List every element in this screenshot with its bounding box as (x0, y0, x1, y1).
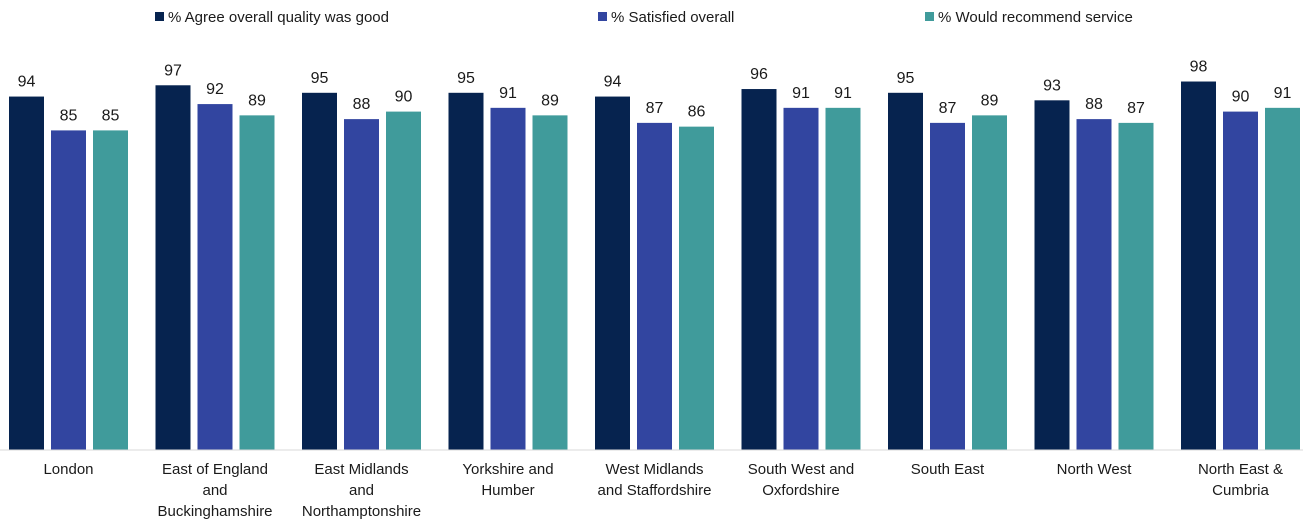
category-label-london: London (43, 461, 93, 478)
category-label-yorkshire-and-humber: Yorkshire and Humber (462, 461, 553, 499)
bar-north-west-satisfied-overall (1076, 119, 1112, 451)
value-label-north-east-and-cumbria-would-recommend-service: 91 (1274, 85, 1292, 102)
value-label-north-east-and-cumbria-satisfied-overall: 90 (1232, 89, 1250, 106)
value-label-south-west-and-oxfordshire-satisfied-overall: 91 (792, 85, 810, 102)
bar-north-west-would-recommend-service (1118, 122, 1154, 450)
bar-south-west-and-oxfordshire-satisfied-overall (783, 107, 819, 450)
value-label-west-midlands-and-staffordshire-agree-overall-quality-was-good: 94 (604, 74, 622, 91)
bar-london-agree-overall-quality-was-good (9, 96, 44, 450)
bar-yorkshire-and-humber-agree-overall-quality-was-good (448, 92, 484, 451)
value-label-east-midlands-and-northamptonshire-satisfied-overall: 88 (353, 96, 371, 113)
value-label-east-of-england-and-buckinghamshire-agree-overall-quality-was-good: 97 (164, 62, 182, 79)
bar-yorkshire-and-humber-would-recommend-service (532, 115, 568, 451)
value-label-london-would-recommend-service: 85 (102, 107, 120, 124)
bar-east-midlands-and-northamptonshire-satisfied-overall (344, 119, 379, 451)
bar-north-east-and-cumbria-agree-overall-quality-was-good (1181, 81, 1216, 451)
value-label-north-west-would-recommend-service: 87 (1127, 100, 1145, 117)
value-label-west-midlands-and-staffordshire-satisfied-overall: 87 (646, 100, 664, 117)
bar-east-of-england-and-buckinghamshire-agree-overall-quality-was-good (155, 85, 191, 450)
value-label-south-west-and-oxfordshire-agree-overall-quality-was-good: 96 (750, 66, 768, 83)
bar-yorkshire-and-humber-satisfied-overall (490, 107, 526, 450)
value-label-north-west-agree-overall-quality-was-good: 93 (1043, 77, 1061, 94)
bar-west-midlands-and-staffordshire-agree-overall-quality-was-good (595, 96, 630, 450)
bar-east-midlands-and-northamptonshire-would-recommend-service (386, 111, 421, 450)
bar-north-east-and-cumbria-would-recommend-service (1265, 107, 1300, 450)
category-labels: London East of England and Buckinghamshire E… (43, 461, 1283, 520)
legend-swatch-would-recommend-service (925, 12, 934, 21)
legend-label-agree-overall-quality-was-good: % Agree overall quality was good (168, 9, 389, 26)
value-label-east-of-england-and-buckinghamshire-would-recommend-service: 89 (248, 92, 266, 109)
bar-east-of-england-and-buckinghamshire-satisfied-overall (197, 104, 233, 450)
value-label-south-west-and-oxfordshire-would-recommend-service: 91 (834, 85, 852, 102)
value-label-south-east-would-recommend-service: 89 (981, 92, 999, 109)
bar-east-midlands-and-northamptonshire-agree-overall-quality-was-good (302, 92, 337, 451)
category-label-east-midlands-and-northamptonshire: East Midlands and Northamptonshire (302, 461, 421, 520)
bar-north-west-agree-overall-quality-was-good (1034, 100, 1070, 450)
category-label-north-east-and-cumbria: North East & Cumbria (1198, 461, 1283, 499)
category-label-south-east: South East (911, 461, 985, 478)
value-label-yorkshire-and-humber-agree-overall-quality-was-good: 95 (457, 70, 475, 87)
bar-east-of-england-and-buckinghamshire-would-recommend-service (239, 115, 275, 451)
legend-swatch-agree-overall-quality-was-good (155, 12, 164, 21)
value-label-west-midlands-and-staffordshire-would-recommend-service: 86 (688, 104, 706, 121)
value-label-south-east-agree-overall-quality-was-good: 95 (897, 70, 915, 87)
value-label-south-east-satisfied-overall: 87 (939, 100, 957, 117)
legend-label-satisfied-overall: % Satisfied overall (611, 9, 734, 26)
bar-south-east-would-recommend-service (972, 115, 1007, 451)
category-label-west-midlands-and-staffordshire: West Midlands and Staffordshire (598, 461, 712, 499)
category-label-east-of-england-and-buckinghamshire: East of England and Buckinghamshire (157, 461, 272, 520)
value-label-yorkshire-and-humber-satisfied-overall: 91 (499, 85, 517, 102)
bar-south-east-agree-overall-quality-was-good (888, 92, 923, 451)
bar-west-midlands-and-staffordshire-would-recommend-service (679, 126, 714, 450)
value-label-london-satisfied-overall: 85 (60, 107, 78, 124)
value-label-north-east-and-cumbria-agree-overall-quality-was-good: 98 (1190, 59, 1208, 76)
legend: % Agree overall quality was good % Satisf… (155, 9, 1133, 26)
value-label-london-agree-overall-quality-was-good: 94 (18, 74, 36, 91)
bar-south-east-satisfied-overall (930, 122, 965, 450)
bars-area: 94 85 85 97 92 89 95 88 90 95 91 89 94 87 86 96 91 91 95 87… (9, 59, 1300, 451)
value-label-east-of-england-and-buckinghamshire-satisfied-overall: 92 (206, 81, 224, 98)
category-label-south-west-and-oxfordshire: South West and Oxfordshire (748, 461, 854, 499)
value-label-east-midlands-and-northamptonshire-would-recommend-service: 90 (395, 89, 413, 106)
bar-north-east-and-cumbria-satisfied-overall (1223, 111, 1258, 450)
legend-swatch-satisfied-overall (598, 12, 607, 21)
bar-south-west-and-oxfordshire-would-recommend-service (825, 107, 861, 450)
bar-south-west-and-oxfordshire-agree-overall-quality-was-good (741, 89, 777, 450)
category-label-north-west: North West (1057, 461, 1133, 478)
bar-london-satisfied-overall (51, 130, 86, 450)
bar-west-midlands-and-staffordshire-satisfied-overall (637, 122, 672, 450)
value-label-east-midlands-and-northamptonshire-agree-overall-quality-was-good: 95 (311, 70, 329, 87)
value-label-north-west-satisfied-overall: 88 (1085, 96, 1103, 113)
legend-label-would-recommend-service: % Would recommend service (938, 9, 1133, 26)
value-label-yorkshire-and-humber-would-recommend-service: 89 (541, 92, 559, 109)
bar-london-would-recommend-service (93, 130, 128, 450)
